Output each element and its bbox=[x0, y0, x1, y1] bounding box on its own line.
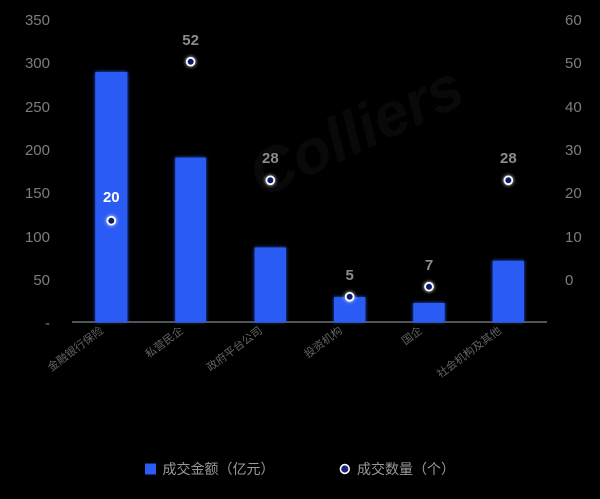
svg-text:10: 10 bbox=[565, 229, 582, 246]
svg-text:200: 200 bbox=[25, 142, 50, 159]
svg-text:私营民企: 私营民企 bbox=[142, 323, 186, 361]
svg-text:350: 350 bbox=[25, 12, 50, 29]
svg-text:30: 30 bbox=[565, 142, 582, 159]
svg-text:28: 28 bbox=[262, 150, 279, 167]
svg-text:28: 28 bbox=[500, 150, 517, 167]
svg-text:50: 50 bbox=[565, 55, 582, 72]
svg-text:100: 100 bbox=[25, 229, 50, 246]
svg-text:国企: 国企 bbox=[399, 323, 425, 347]
svg-text:300: 300 bbox=[25, 55, 50, 72]
svg-text:7: 7 bbox=[425, 257, 433, 274]
svg-text:5: 5 bbox=[345, 267, 353, 284]
svg-text:成交金额（亿元）: 成交金额（亿元） bbox=[163, 461, 275, 477]
svg-text:政府平台公司: 政府平台公司 bbox=[204, 323, 265, 374]
svg-text:50: 50 bbox=[33, 272, 50, 289]
svg-text:250: 250 bbox=[25, 99, 50, 116]
svg-text:社会机构及其他: 社会机构及其他 bbox=[434, 323, 504, 381]
svg-text:金融银行保险: 金融银行保险 bbox=[45, 323, 106, 374]
svg-text:60: 60 bbox=[565, 12, 582, 29]
svg-text:成交数量（个）: 成交数量（个） bbox=[357, 461, 455, 477]
svg-text:Colliers: Colliers bbox=[239, 52, 474, 211]
svg-text:40: 40 bbox=[565, 99, 582, 116]
svg-text:20: 20 bbox=[565, 185, 582, 202]
svg-text:-: - bbox=[45, 315, 50, 332]
svg-text:投资机构: 投资机构 bbox=[301, 323, 345, 361]
svg-text:150: 150 bbox=[25, 185, 50, 202]
svg-text:0: 0 bbox=[565, 272, 573, 289]
svg-text:52: 52 bbox=[182, 32, 199, 49]
svg-text:20: 20 bbox=[103, 189, 120, 206]
